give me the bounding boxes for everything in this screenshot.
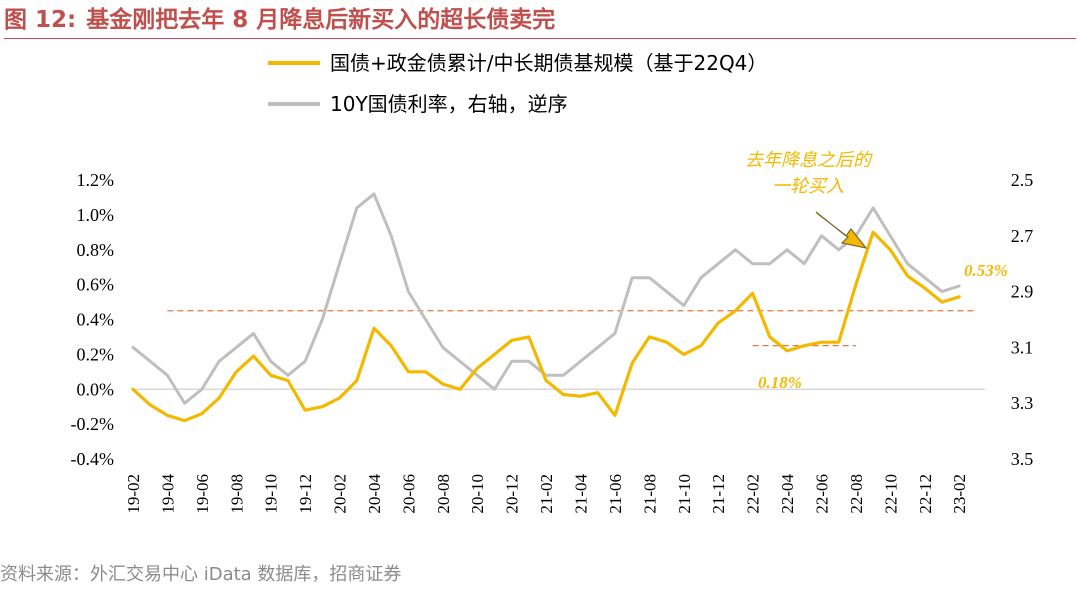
x-tick-label: 21-06 — [606, 474, 625, 514]
series-line-bond-holdings — [131, 230, 961, 423]
x-tick-label: 23-02 — [950, 474, 969, 514]
x-tick-label: 22-02 — [744, 474, 763, 514]
x-tick-label: 21-12 — [709, 474, 728, 514]
x-tick-label: 19-10 — [262, 474, 281, 514]
series-line-10y-yield — [131, 192, 961, 405]
figure-title: 基金刚把去年 8 月降息后新买入的超长债卖完 — [86, 7, 556, 33]
figure-label: 图 12: — [4, 7, 77, 33]
y-left-tick-label: 0.2% — [77, 344, 115, 364]
y-right-tick-label: 3.3 — [1011, 393, 1034, 413]
x-tick-label: 22-12 — [916, 474, 935, 514]
x-tick-label: 22-04 — [778, 474, 797, 514]
callout-text-line2: 一轮买入 — [772, 176, 844, 197]
x-tick-label: 19-12 — [296, 474, 315, 514]
x-axis: 19-02 19-04 19-06 19-08 19-10 19-12 20-02 20-04… — [124, 474, 969, 514]
y-left-tick-label: 1.2% — [77, 170, 115, 190]
low-value-label: 0.18% — [758, 373, 802, 392]
annotations: 去年降息之后的 一轮买入 0.18% 0.53% — [745, 150, 1008, 392]
y-left-tick-label: 0.6% — [77, 275, 115, 295]
y-left-tick-label: 0.8% — [77, 240, 115, 260]
x-tick-label: 21-10 — [675, 474, 694, 514]
x-tick-label: 19-06 — [193, 474, 212, 514]
x-tick-label: 21-04 — [572, 474, 591, 514]
source-note: 资料来源：外汇交易中心 iData 数据库，招商证券 — [0, 564, 402, 585]
x-tick-label: 19-02 — [124, 474, 143, 514]
x-tick-label: 21-08 — [640, 474, 659, 514]
x-tick-label: 22-06 — [812, 474, 831, 514]
reference-lines — [167, 310, 977, 347]
y-left-tick-label: -0.4% — [71, 449, 115, 469]
x-tick-label: 21-02 — [537, 474, 556, 514]
legend: 国债+政金债累计/中长期债基规模（基于22Q4） 10Y国债利率，右轴，逆序 — [268, 51, 767, 116]
y-right-tick-label: 3.1 — [1011, 337, 1034, 357]
x-tick-label: 20-04 — [365, 474, 384, 514]
x-tick-label: 20-12 — [503, 474, 522, 514]
y-right-tick-label: 2.5 — [1011, 170, 1034, 190]
callout-arrow — [815, 211, 868, 249]
chart-canvas: 国债+政金债累计/中长期债基规模（基于22Q4） 10Y国债利率，右轴，逆序 -… — [71, 51, 1034, 514]
x-tick-label: 19-04 — [158, 474, 177, 514]
x-tick-label: 22-10 — [881, 474, 900, 514]
y-axis-left: -0.4% -0.2% 0.0% 0.2% 0.4% 0.6% 0.8% 1.0% 1.2% — [71, 170, 985, 469]
x-tick-label: 22-08 — [847, 474, 866, 514]
y-left-tick-label: -0.2% — [71, 414, 115, 434]
x-tick-label: 20-02 — [331, 474, 350, 514]
y-left-tick-label: 0.0% — [77, 379, 115, 399]
y-right-tick-label: 2.7 — [1011, 226, 1034, 246]
legend-label-secondary: 10Y国债利率，右轴，逆序 — [330, 92, 568, 116]
x-tick-label: 20-06 — [399, 474, 418, 514]
x-tick-label: 19-08 — [227, 474, 246, 514]
y-left-tick-label: 0.4% — [77, 310, 115, 330]
y-right-tick-label: 2.9 — [1011, 282, 1034, 302]
series-layer — [131, 192, 961, 423]
y-right-tick-label: 3.5 — [1011, 449, 1034, 469]
callout-text-line1: 去年降息之后的 — [745, 150, 873, 171]
chart-title: 图 12: 基金刚把去年 8 月降息后新买入的超长债卖完 — [4, 2, 1076, 39]
y-left-tick-label: 1.0% — [77, 205, 115, 225]
x-tick-label: 20-10 — [468, 474, 487, 514]
legend-label-primary: 国债+政金债累计/中长期债基规模（基于22Q4） — [330, 51, 767, 75]
end-value-label: 0.53% — [964, 261, 1008, 280]
y-axis-right: 2.5 2.7 2.9 3.1 3.3 3.5 — [1011, 170, 1034, 469]
x-tick-label: 20-08 — [434, 474, 453, 514]
